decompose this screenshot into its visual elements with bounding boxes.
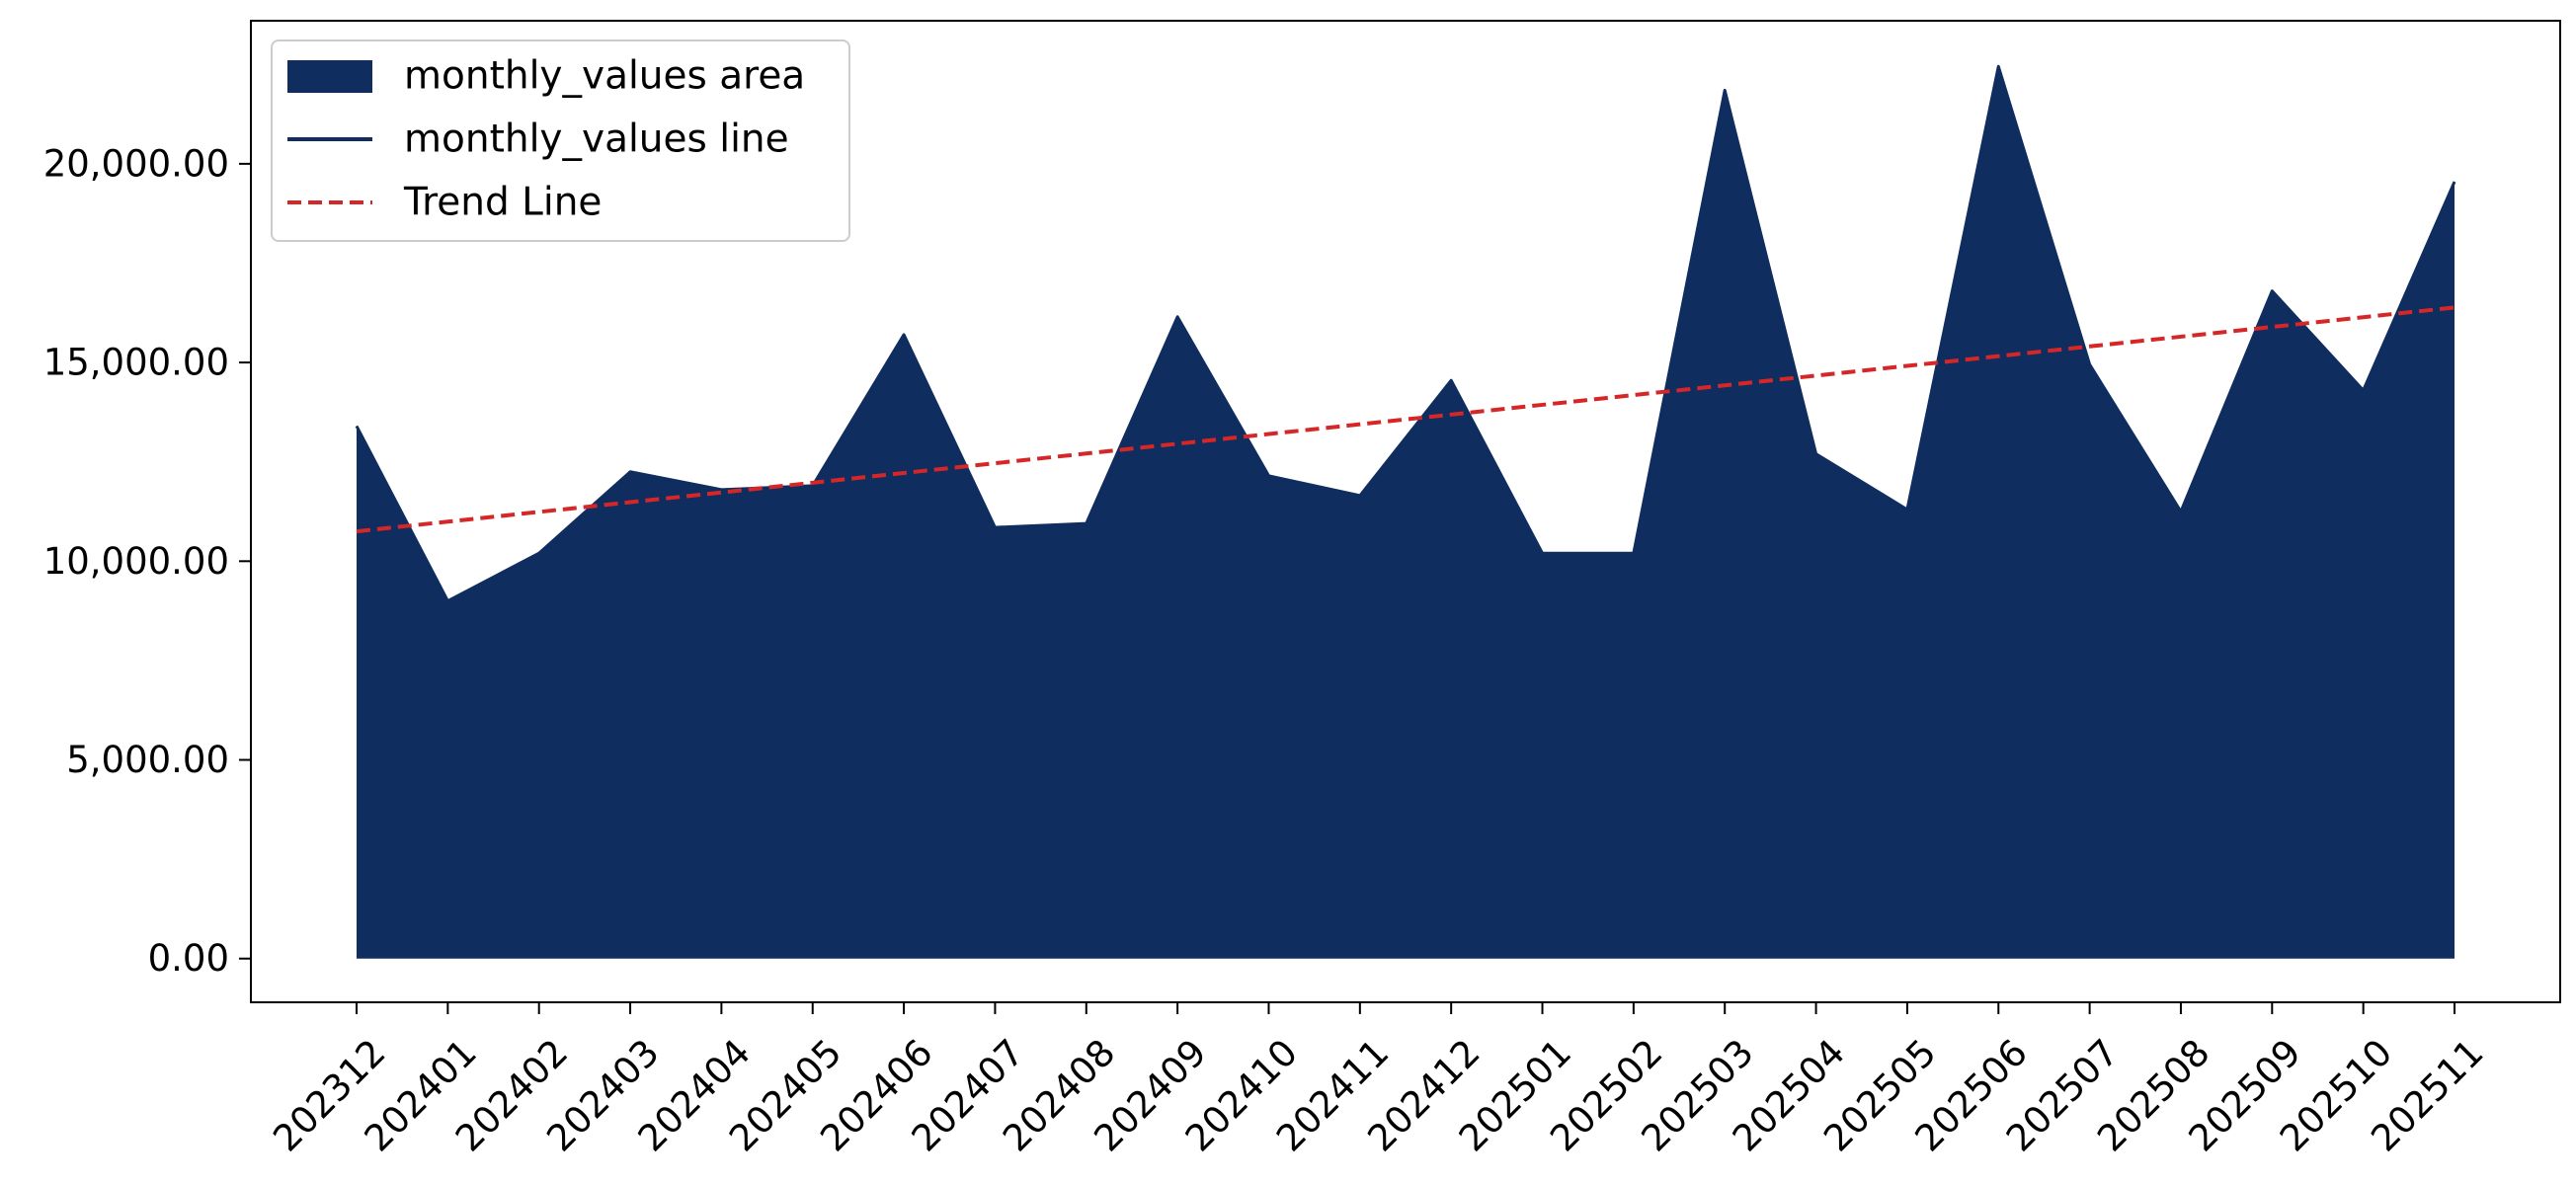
- y-tick-label: 20,000.00: [43, 142, 229, 185]
- legend-swatch-area: [287, 60, 372, 93]
- plot-area: [355, 64, 2456, 959]
- legend-label: monthly_values area: [404, 54, 805, 99]
- area-series-monthly-values: [357, 66, 2455, 959]
- plot-frame: [250, 20, 2561, 1003]
- y-tick-label: 10,000.00: [43, 540, 229, 583]
- legend-label: monthly_values line: [404, 118, 789, 162]
- line-series-monthly-values: [355, 64, 2456, 603]
- legend: monthly_values area monthly_values line Tr…: [271, 39, 850, 242]
- legend-box: [271, 39, 850, 242]
- y-tick-label: 0.00: [148, 937, 229, 980]
- y-tick-label: 5,000.00: [66, 739, 229, 781]
- y-tick-label: 15,000.00: [43, 342, 229, 384]
- legend-label: Trend Line: [403, 181, 602, 225]
- y-axis: 0.00 5,000.00 10,000.00 15,000.00 20,000.00: [43, 142, 251, 980]
- x-axis: 2023122024012024022024032024042024052024…: [265, 1002, 2492, 1159]
